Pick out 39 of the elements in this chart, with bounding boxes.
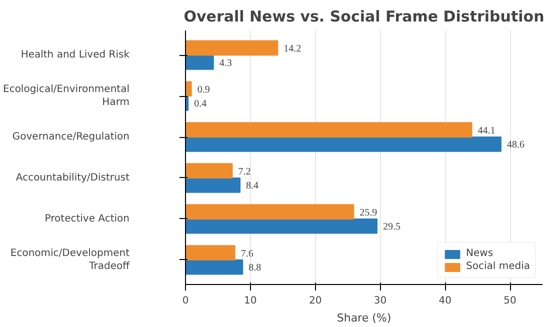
y-tick-label: Economic/Development Tradeoff: [10, 248, 131, 272]
x-axis-title: Share (%): [336, 312, 392, 324]
bar: [186, 54, 214, 70]
bar: [186, 40, 278, 56]
data-label: 4.3: [219, 58, 232, 69]
bar: [186, 177, 241, 193]
data-label: 8.4: [246, 180, 259, 192]
x-tick-label: 20: [308, 296, 322, 306]
data-label: 44.1: [478, 125, 496, 136]
data-label: 48.6: [506, 140, 524, 151]
data-label: 14.2: [284, 43, 302, 54]
x-tick-label: 0: [182, 296, 189, 306]
bar: [186, 163, 233, 178]
data-label: 0.9: [197, 84, 210, 96]
y-tick-label: Health and Lived Risk: [20, 50, 130, 61]
bar: [186, 122, 472, 138]
y-tick-label: Protective Action: [44, 213, 130, 224]
y-tick-label: Ecological/Environmental Harm: [3, 84, 130, 108]
legend-label: Social media: [466, 261, 530, 272]
legend-label: News: [466, 248, 494, 259]
bar: [186, 81, 192, 97]
data-label: 8.8: [248, 262, 262, 274]
data-label: 25.9: [360, 207, 378, 218]
x-tick-label: 10: [244, 296, 257, 306]
x-tick-label: 50: [504, 296, 516, 306]
bar: [186, 218, 378, 234]
data-label: 7.2: [238, 166, 251, 178]
bar: [186, 259, 244, 275]
y-tick-label: Governance/Regulation: [12, 132, 130, 143]
x-tick-label: 30: [374, 296, 387, 306]
data-label: 7.6: [240, 248, 254, 260]
bar: [186, 204, 354, 220]
data-label: 29.5: [382, 222, 400, 233]
bar: [186, 245, 236, 260]
bar: [186, 136, 502, 152]
chart-title: Overall News vs. Social Frame Distribution: [184, 8, 544, 26]
y-tick-label: Accountability/Distrust: [16, 172, 130, 184]
data-label: 0.4: [194, 98, 207, 110]
x-tick-label: 40: [438, 296, 452, 306]
